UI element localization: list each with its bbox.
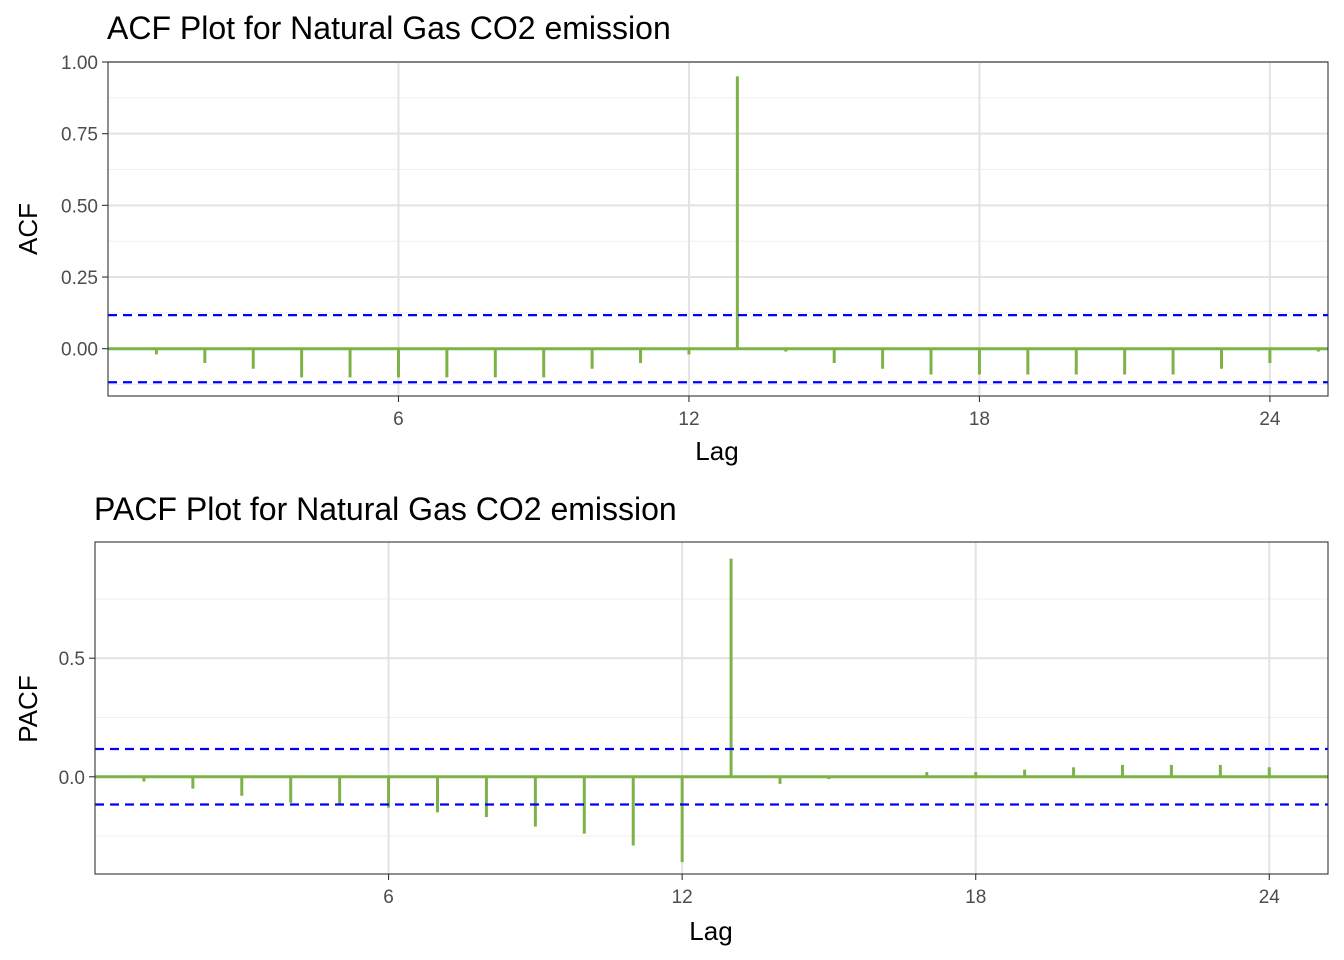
acf-panel: ACF Plot for Natural Gas CO2 emission 0.… xyxy=(13,10,1329,466)
x-tick-label: 18 xyxy=(969,409,990,430)
acf-plot-frame xyxy=(107,61,1329,397)
y-tick-label: 0.0 xyxy=(59,768,85,789)
y-tick-label: 0.75 xyxy=(61,125,98,146)
x-tick-label: 24 xyxy=(1259,409,1281,430)
acf-x-ticks: 6 12 18 24 xyxy=(393,396,1281,430)
pacf-y-axis-title: PACF xyxy=(13,675,43,742)
pacf-x-axis-title: Lag xyxy=(689,916,732,946)
pacf-plot-frame xyxy=(94,541,1329,875)
x-tick-label: 6 xyxy=(393,409,404,430)
y-tick-label: 0.5 xyxy=(59,649,85,670)
pacf-panel: PACF Plot for Natural Gas CO2 emission 0… xyxy=(13,491,1329,946)
acf-marks xyxy=(108,76,1328,384)
pacf-x-ticks: 6 12 18 24 xyxy=(383,874,1280,908)
pacf-title: PACF Plot for Natural Gas CO2 emission xyxy=(94,491,677,527)
x-tick-label: 24 xyxy=(1259,887,1281,908)
acf-x-axis-title: Lag xyxy=(695,436,738,466)
x-tick-label: 6 xyxy=(383,887,394,908)
acf-grid xyxy=(108,61,1328,396)
y-tick-label: 1.00 xyxy=(61,53,98,74)
x-tick-label: 12 xyxy=(672,887,693,908)
x-tick-label: 12 xyxy=(678,409,699,430)
acf-title: ACF Plot for Natural Gas CO2 emission xyxy=(107,10,671,46)
pacf-y-ticks: 0.0 0.5 xyxy=(59,649,95,789)
pacf-marks xyxy=(95,558,1328,863)
pacf-grid xyxy=(95,542,1328,874)
acf-y-axis-title: ACF xyxy=(13,203,43,255)
y-tick-label: 0.25 xyxy=(61,268,98,289)
x-tick-label: 18 xyxy=(965,887,986,908)
acf-y-ticks: 0.00 0.25 0.50 0.75 1.00 xyxy=(61,53,108,361)
y-tick-label: 0.50 xyxy=(61,196,98,217)
y-tick-label: 0.00 xyxy=(61,340,98,361)
